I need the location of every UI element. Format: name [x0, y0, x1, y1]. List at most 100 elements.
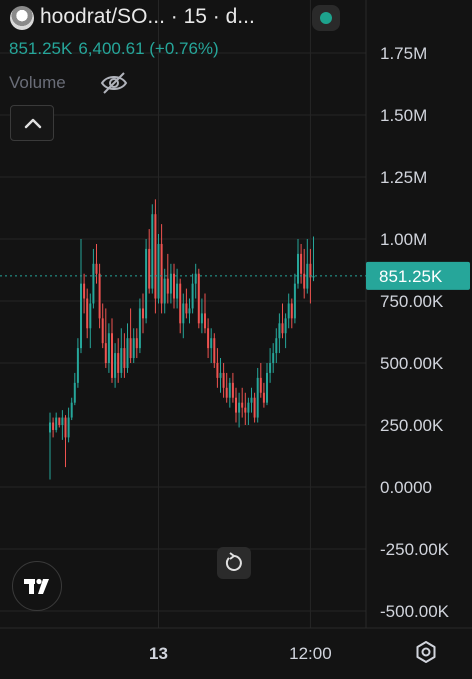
candle [117, 338, 120, 383]
candle [219, 358, 222, 393]
tradingview-logo-icon[interactable] [12, 561, 62, 611]
candle-body [95, 263, 98, 274]
candle-body [157, 243, 160, 299]
candle-body [278, 323, 281, 339]
symbol-header[interactable]: hoodrat/SO... · 15 · d... [0, 0, 366, 36]
candle [70, 397, 73, 421]
candle [163, 268, 166, 314]
candle-body [269, 363, 272, 373]
candle [228, 377, 231, 408]
candle [253, 392, 256, 423]
candle [213, 333, 216, 368]
candle-body [222, 372, 225, 388]
price-tick-label: -250.00K [380, 540, 450, 559]
candle-body [76, 348, 79, 383]
collapse-legend-button[interactable] [10, 105, 54, 141]
gear-icon[interactable] [412, 638, 440, 666]
candle [67, 407, 70, 443]
candle [278, 313, 281, 354]
candle-body [293, 283, 296, 319]
candle-body [231, 382, 234, 398]
candle [269, 348, 272, 383]
candle-body [98, 273, 101, 319]
candle-body [55, 417, 58, 430]
candle [132, 328, 135, 363]
candle-body [272, 353, 275, 363]
candle-body [166, 278, 169, 294]
candle-body [297, 253, 299, 284]
candle-body [185, 303, 188, 314]
candle [83, 273, 86, 314]
candle [107, 323, 110, 373]
candle-body [275, 338, 278, 354]
candle-body [86, 298, 89, 329]
candle [266, 363, 268, 406]
chevron-up-icon [24, 118, 42, 129]
candle [191, 273, 194, 314]
candle-body [64, 417, 67, 438]
candle [303, 248, 306, 299]
candle [120, 328, 123, 378]
price-tick-label: 1.50M [380, 106, 427, 125]
candle-body [207, 328, 210, 349]
current-price-badge [366, 261, 470, 290]
volume-label[interactable]: Volume [9, 73, 66, 92]
candle [101, 303, 104, 349]
candle [256, 367, 259, 423]
candle [179, 278, 182, 334]
candle [58, 417, 61, 428]
candle-body [92, 263, 95, 304]
candle [293, 273, 296, 324]
candle [55, 412, 58, 433]
candle-body [303, 273, 306, 289]
candle-body [163, 278, 166, 304]
price-tick-label: 1.00M [380, 230, 427, 249]
candle [80, 239, 82, 354]
candle-body [176, 283, 179, 299]
candle-body [111, 333, 113, 378]
candle-body [281, 323, 284, 334]
candle [76, 338, 79, 388]
legend-change: 6,400.61 (+0.76%) [78, 39, 219, 58]
candle-body [151, 214, 154, 289]
candle [207, 318, 210, 359]
candle [188, 298, 191, 324]
candle-body [49, 422, 51, 433]
candle-body [210, 338, 213, 349]
eye-off-icon[interactable] [99, 70, 129, 96]
avatar-icon [10, 6, 34, 30]
candle [169, 263, 172, 304]
candle [49, 412, 51, 480]
candle [281, 303, 284, 339]
candle [297, 239, 299, 289]
candle [306, 239, 309, 294]
candle [123, 333, 126, 378]
reset-chart-button[interactable] [217, 547, 251, 579]
candle-body [216, 363, 219, 378]
grid-lines [0, 0, 472, 629]
candle-body [312, 275, 315, 278]
candle-body [154, 214, 157, 299]
candle [247, 397, 250, 425]
candle-body [160, 243, 163, 304]
candle-body [262, 392, 265, 403]
candle [250, 387, 253, 413]
candle [64, 415, 67, 468]
candle-body [61, 417, 64, 425]
candle [312, 236, 315, 282]
candle-body [228, 382, 231, 398]
current-price-label: 851.25K [379, 267, 443, 286]
candle [210, 328, 213, 363]
candle-body [169, 273, 172, 294]
candle [238, 392, 241, 428]
candle-body [219, 372, 222, 378]
symbol-title[interactable]: hoodrat/SO... · 15 · d... [40, 5, 255, 29]
candle-body [188, 308, 191, 314]
candle-body [89, 303, 92, 329]
price-tick-label: -500.00K [380, 602, 450, 621]
candle [284, 313, 287, 349]
live-dot-icon[interactable] [312, 5, 340, 31]
candle [259, 363, 262, 398]
candle [160, 224, 163, 314]
